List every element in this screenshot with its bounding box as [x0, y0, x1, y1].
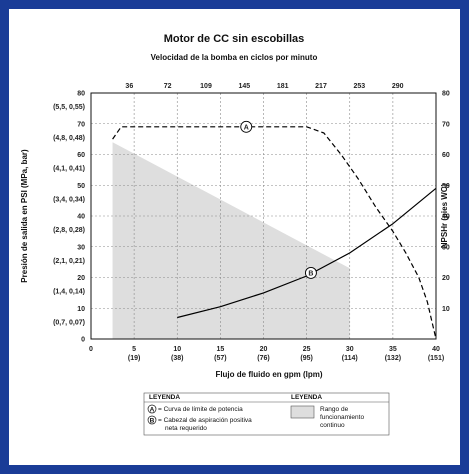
top-tick-label: 109 — [200, 83, 212, 90]
left-tick-sublabel: (0,7, 0,07) — [53, 319, 85, 326]
legend-heading-right: LEYENDA — [291, 394, 322, 401]
legend-marker-b-circle — [147, 415, 157, 425]
left-tick-label: 10 — [77, 306, 85, 313]
left-tick-sublabel: (1,4, 0,14) — [53, 289, 85, 296]
legend-range-line-1: Rango de — [320, 406, 349, 413]
legend-range-line-2: funcionamiento — [320, 414, 364, 421]
y-axis-left-label: Presión de salida en PSI (MPa, bar) — [20, 149, 29, 283]
chart-svg: Motor de CC sin escobillas Velocidad de … — [20, 33, 450, 436]
right-tick-label: 10 — [442, 306, 450, 313]
x-tick-sublabel: (57) — [214, 355, 226, 362]
left-tick-sublabel: (4,8, 0,48) — [53, 135, 85, 142]
left-tick-sublabel: (4,1, 0,41) — [53, 166, 85, 173]
top-tick-label: 217 — [315, 83, 327, 90]
operating-range-area — [112, 142, 350, 339]
series-line-a — [112, 126, 437, 340]
left-tick-label: 40 — [77, 214, 85, 221]
x-tick-sublabel: (132) — [385, 355, 401, 362]
top-tick-label: 181 — [277, 83, 289, 90]
legend-heading-left: LEYENDA — [149, 394, 180, 401]
legend-marker-a: A — [150, 406, 155, 413]
left-tick-label: 70 — [77, 121, 85, 128]
left-tick-label: 20 — [77, 275, 85, 282]
operating-range-region — [112, 142, 350, 339]
legend-item-b-text: = Cabezal de aspiración positiva — [158, 417, 252, 424]
x-tick-label: 0 — [89, 346, 93, 353]
top-tick-label: 145 — [238, 83, 250, 90]
grid-lines — [91, 93, 436, 339]
x-tick-label: 25 — [303, 346, 311, 353]
x-axis-label: Flujo de fluido en gpm (lpm) — [215, 370, 322, 379]
chart-title: Motor de CC sin escobillas — [164, 33, 305, 45]
right-tick-label: 60 — [442, 152, 450, 159]
chart-subtitle: Velocidad de la bomba en ciclos por minu… — [151, 53, 318, 62]
left-tick-sublabel: (2,8, 0,28) — [53, 227, 85, 234]
right-tick-label: 30 — [442, 244, 450, 251]
legend-item-b-text2: neta requerido — [165, 425, 207, 432]
left-tick-sublabel: (2,1, 0,21) — [53, 258, 85, 265]
top-tick-label: 72 — [164, 83, 172, 90]
x-tick-sublabel: (95) — [300, 355, 312, 362]
chart-card: Motor de CC sin escobillas Velocidad de … — [9, 9, 460, 465]
x-tick-sublabel: (151) — [428, 355, 444, 362]
y-axis-right-label: NPSHr (pies WC) — [440, 183, 449, 248]
top-tick-label: 36 — [125, 83, 133, 90]
x-tick-sublabel: (19) — [128, 355, 140, 362]
plot-frame — [90, 92, 437, 340]
x-tick-sublabel: (114) — [342, 355, 358, 362]
legend-item-a-text: = Curva de límite de potencia — [158, 406, 243, 413]
series-marker-b-circle — [304, 266, 317, 279]
legend-range-line-3: continuo — [320, 422, 345, 429]
x-tick-label: 40 — [432, 346, 440, 353]
right-tick-label: 70 — [442, 121, 450, 128]
legend-box — [143, 392, 390, 436]
left-tick-sublabel: (5,5, 0,55) — [53, 104, 85, 111]
series-marker-a: A — [244, 124, 249, 131]
right-tick-label: 40 — [442, 214, 450, 221]
left-tick-label: 0 — [81, 337, 85, 344]
series-marker-b: B — [308, 270, 313, 277]
left-tick-label: 80 — [77, 91, 85, 98]
series-group: AB — [112, 120, 437, 340]
legend: LEYENDA LEYENDA A = Curva de límite de p… — [143, 392, 390, 436]
legend-marker-a-circle — [147, 404, 157, 414]
top-tick-label: 290 — [392, 83, 404, 90]
top-tick-label: 253 — [353, 83, 365, 90]
x-tick-label: 20 — [260, 346, 268, 353]
tick-labels: 0 5 (19) 10 (38) 15 (57) 20 (76) 25 (95) 30 (114) 35 (… — [53, 83, 450, 362]
x-tick-label: 30 — [346, 346, 354, 353]
legend-range-swatch — [290, 405, 315, 419]
left-tick-sublabel: (3,4, 0,34) — [53, 196, 85, 203]
right-tick-label: 50 — [442, 183, 450, 190]
left-tick-label: 30 — [77, 244, 85, 251]
left-tick-label: 60 — [77, 152, 85, 159]
x-tick-label: 10 — [173, 346, 181, 353]
x-tick-label: 5 — [132, 346, 136, 353]
right-tick-label: 20 — [442, 275, 450, 282]
series-marker-a-circle — [240, 120, 253, 133]
right-tick-label: 80 — [442, 91, 450, 98]
x-tick-label: 15 — [216, 346, 224, 353]
legend-marker-b: B — [150, 417, 155, 424]
x-tick-label: 35 — [389, 346, 397, 353]
left-tick-label: 50 — [77, 183, 85, 190]
x-tick-sublabel: (76) — [257, 355, 269, 362]
x-tick-sublabel: (38) — [171, 355, 183, 362]
